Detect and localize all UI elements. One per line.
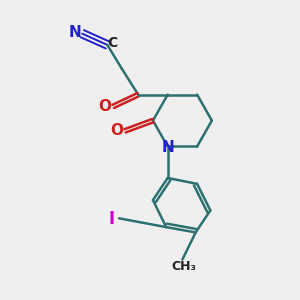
Text: N: N: [161, 140, 174, 155]
Text: C: C: [107, 36, 118, 50]
Text: O: O: [110, 123, 123, 138]
Text: CH₃: CH₃: [171, 260, 196, 272]
Text: O: O: [98, 99, 112, 114]
Text: I: I: [109, 211, 115, 229]
Text: N: N: [68, 25, 81, 40]
